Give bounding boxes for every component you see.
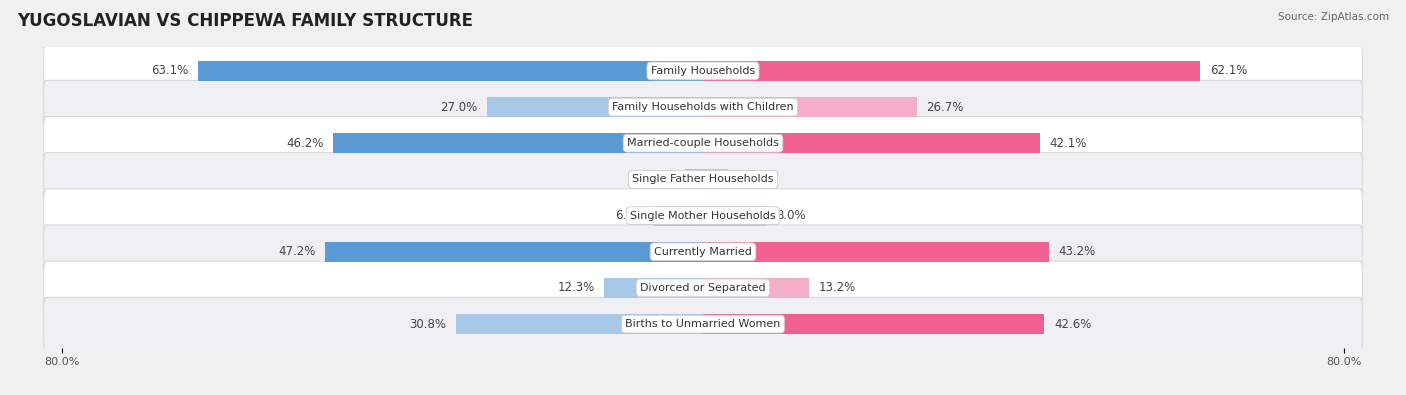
- Bar: [703, 206, 768, 226]
- Bar: [703, 278, 808, 298]
- Text: Single Father Households: Single Father Households: [633, 175, 773, 184]
- Text: 8.0%: 8.0%: [776, 209, 806, 222]
- Bar: [703, 242, 1049, 262]
- Text: 43.2%: 43.2%: [1059, 245, 1095, 258]
- Text: 62.1%: 62.1%: [1211, 64, 1247, 77]
- FancyBboxPatch shape: [44, 225, 1362, 278]
- Text: 47.2%: 47.2%: [278, 245, 315, 258]
- FancyBboxPatch shape: [44, 189, 1362, 243]
- FancyBboxPatch shape: [44, 152, 1362, 206]
- Bar: [654, 206, 703, 226]
- Bar: [703, 314, 1045, 334]
- Text: 63.1%: 63.1%: [150, 64, 188, 77]
- Text: Source: ZipAtlas.com: Source: ZipAtlas.com: [1278, 12, 1389, 22]
- Bar: [685, 169, 703, 189]
- Text: Married-couple Households: Married-couple Households: [627, 138, 779, 148]
- Text: 46.2%: 46.2%: [285, 137, 323, 150]
- Text: Births to Unmarried Women: Births to Unmarried Women: [626, 319, 780, 329]
- Bar: [197, 61, 703, 81]
- Text: 42.1%: 42.1%: [1050, 137, 1087, 150]
- Bar: [333, 133, 703, 153]
- FancyBboxPatch shape: [44, 261, 1362, 315]
- Text: Currently Married: Currently Married: [654, 247, 752, 257]
- Bar: [703, 61, 1201, 81]
- Text: 27.0%: 27.0%: [440, 101, 477, 114]
- Bar: [703, 133, 1040, 153]
- Text: Single Mother Households: Single Mother Households: [630, 211, 776, 220]
- Bar: [605, 278, 703, 298]
- FancyBboxPatch shape: [44, 80, 1362, 134]
- FancyBboxPatch shape: [44, 44, 1362, 98]
- Text: 42.6%: 42.6%: [1054, 318, 1091, 331]
- Text: YUGOSLAVIAN VS CHIPPEWA FAMILY STRUCTURE: YUGOSLAVIAN VS CHIPPEWA FAMILY STRUCTURE: [17, 12, 472, 30]
- Bar: [703, 169, 728, 189]
- Bar: [486, 97, 703, 117]
- Text: 26.7%: 26.7%: [927, 101, 965, 114]
- Bar: [703, 97, 917, 117]
- FancyBboxPatch shape: [44, 297, 1362, 351]
- Text: 13.2%: 13.2%: [818, 281, 856, 294]
- Text: Family Households with Children: Family Households with Children: [612, 102, 794, 112]
- Text: Family Households: Family Households: [651, 66, 755, 76]
- FancyBboxPatch shape: [44, 117, 1362, 170]
- Text: 3.1%: 3.1%: [738, 173, 768, 186]
- Bar: [325, 242, 703, 262]
- Text: 30.8%: 30.8%: [409, 318, 447, 331]
- Text: 12.3%: 12.3%: [558, 281, 595, 294]
- Bar: [457, 314, 703, 334]
- Text: 6.1%: 6.1%: [614, 209, 644, 222]
- Text: Divorced or Separated: Divorced or Separated: [640, 283, 766, 293]
- Text: 2.3%: 2.3%: [645, 173, 675, 186]
